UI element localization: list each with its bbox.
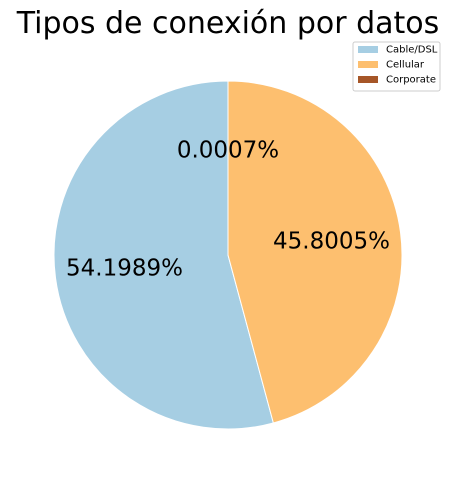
legend-label-corporate: Corporate <box>386 75 436 86</box>
legend-swatch-cable-dsl <box>358 46 378 53</box>
chart-title: Tipos de conexión por datos <box>16 6 440 41</box>
pie-label-cable-dsl: 54.1989% <box>66 256 183 282</box>
legend-label-cable-dsl: Cable/DSL <box>386 45 438 56</box>
legend-swatch-cellular <box>358 61 378 68</box>
pie-label-corporate: 0.0007% <box>177 138 279 164</box>
legend-swatch-corporate <box>358 76 378 83</box>
legend: Cable/DSL Cellular Corporate <box>353 42 440 91</box>
pie-label-cellular: 45.8005% <box>273 228 390 254</box>
legend-label-cellular: Cellular <box>386 60 425 71</box>
